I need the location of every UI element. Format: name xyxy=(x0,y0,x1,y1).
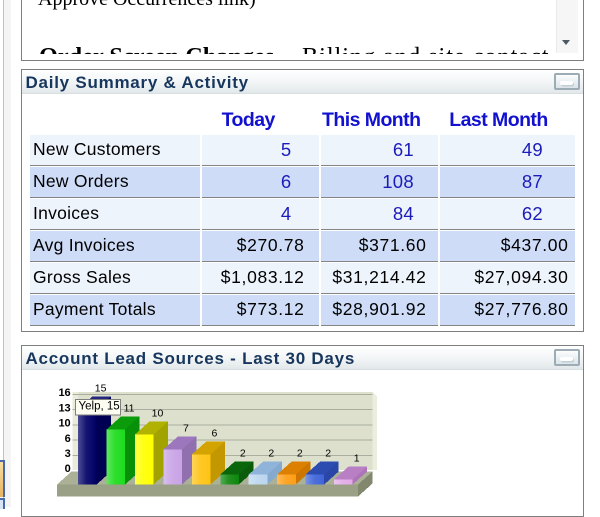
svg-text:6: 6 xyxy=(211,427,217,439)
svg-text:0: 0 xyxy=(65,463,71,475)
svg-text:6: 6 xyxy=(65,433,71,445)
svg-text:10: 10 xyxy=(58,418,70,430)
svg-text:2: 2 xyxy=(268,447,274,459)
svg-text:2: 2 xyxy=(325,447,331,459)
svg-text:11: 11 xyxy=(124,402,135,414)
svg-text:2: 2 xyxy=(297,447,303,459)
svg-text:7: 7 xyxy=(183,422,189,434)
svg-text:15: 15 xyxy=(95,382,107,394)
svg-text:2: 2 xyxy=(240,447,246,459)
svg-text:1: 1 xyxy=(354,452,360,464)
svg-text:10: 10 xyxy=(152,407,164,419)
svg-text:13: 13 xyxy=(58,402,70,414)
svg-text:3: 3 xyxy=(65,448,71,460)
svg-text:16: 16 xyxy=(58,387,70,399)
svg-text:Yelp, 15: Yelp, 15 xyxy=(79,400,120,412)
